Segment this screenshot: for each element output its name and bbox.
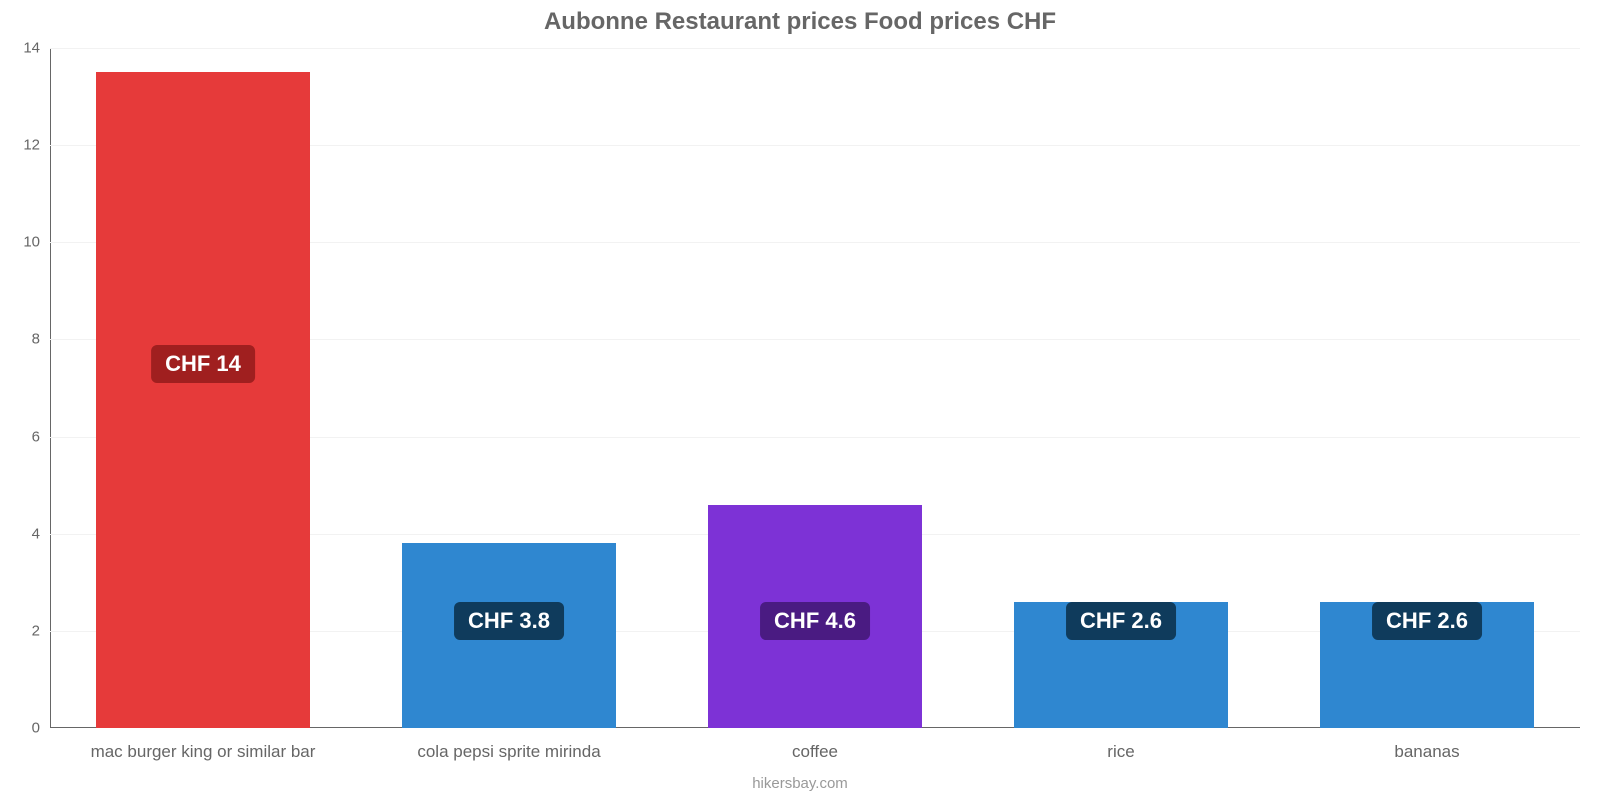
y-tick-label: 14 [23, 40, 50, 57]
grid-line [50, 48, 1580, 49]
plot-area: 02468101214CHF 14mac burger king or simi… [50, 48, 1580, 728]
chart-title: Aubonne Restaurant prices Food prices CH… [0, 8, 1600, 36]
y-tick-label: 6 [32, 428, 50, 445]
x-tick-label: mac burger king or similar bar [91, 728, 316, 762]
x-tick-label: rice [1107, 728, 1134, 762]
y-tick-label: 4 [32, 525, 50, 542]
bar-value-label: CHF 2.6 [1372, 602, 1482, 640]
x-tick-label: coffee [792, 728, 838, 762]
y-tick-label: 8 [32, 331, 50, 348]
y-tick-label: 0 [32, 720, 50, 737]
y-tick-label: 12 [23, 137, 50, 154]
x-tick-label: bananas [1394, 728, 1459, 762]
bar [96, 72, 310, 728]
bar-value-label: CHF 14 [151, 345, 255, 383]
bar-value-label: CHF 3.8 [454, 602, 564, 640]
x-tick-label: cola pepsi sprite mirinda [417, 728, 600, 762]
chart-container: Aubonne Restaurant prices Food prices CH… [0, 0, 1600, 800]
y-tick-label: 2 [32, 622, 50, 639]
bar-value-label: CHF 4.6 [760, 602, 870, 640]
attribution: hikersbay.com [0, 775, 1600, 792]
y-tick-label: 10 [23, 234, 50, 251]
bar-value-label: CHF 2.6 [1066, 602, 1176, 640]
